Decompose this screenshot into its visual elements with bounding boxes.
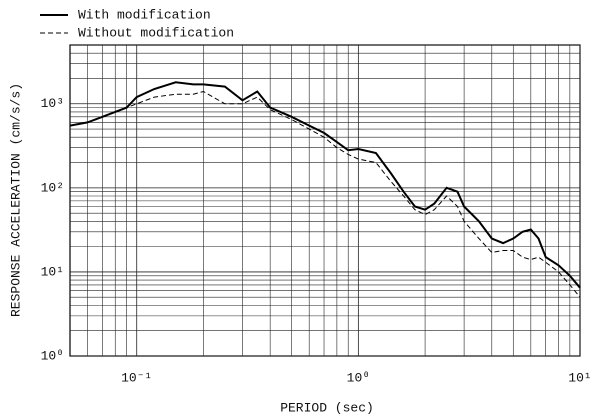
series-line bbox=[69, 90, 581, 298]
legend-label: With modification bbox=[78, 7, 211, 22]
y-tick-label: 10¹ bbox=[41, 264, 64, 279]
x-tick-label: 10¹ bbox=[568, 370, 591, 385]
legend-label: Without modification bbox=[78, 25, 234, 40]
y-tick-label: 10² bbox=[41, 180, 64, 195]
y-tick-label: 10⁰ bbox=[41, 348, 64, 363]
x-axis-label: PERIOD (sec) bbox=[280, 400, 374, 415]
y-axis-label: RESPONSE ACCELERATION (cm/s/s) bbox=[8, 83, 23, 317]
series-line bbox=[69, 81, 581, 289]
x-tick-label: 10⁰ bbox=[347, 370, 370, 385]
y-tick-label: 10³ bbox=[41, 96, 64, 111]
x-tick-label: 10⁻¹ bbox=[121, 370, 152, 385]
